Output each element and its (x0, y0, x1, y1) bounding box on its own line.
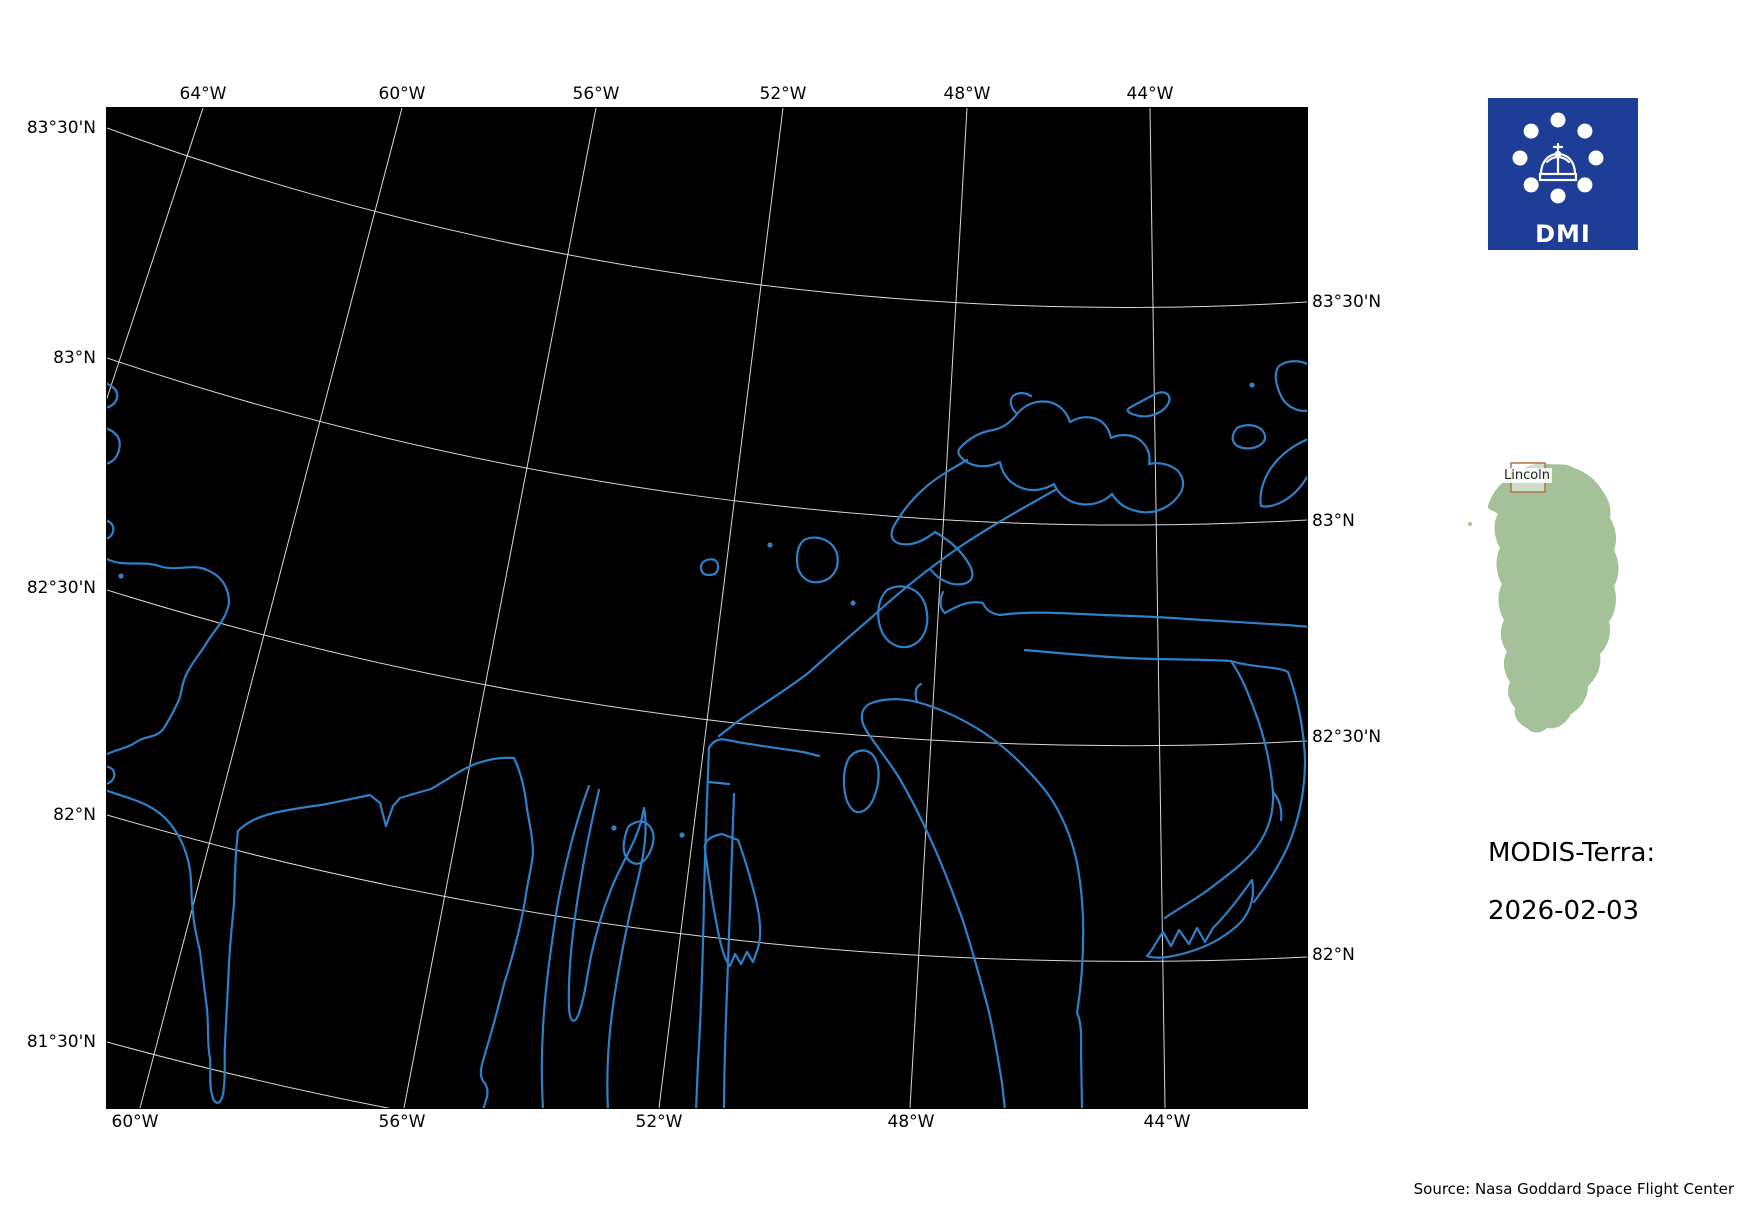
product-date: 2026-02-03 (1488, 896, 1640, 926)
meridian-line (107, 108, 204, 400)
parallel-line (107, 589, 1307, 747)
greenland-overview-inset: Lincoln (1466, 460, 1631, 738)
lat-tick-right: 82°30'N (1312, 727, 1382, 747)
logo-dot (1523, 177, 1539, 193)
parallel-line (107, 814, 1307, 962)
product-caption: MODIS-Terra: 2026-02-03 (1488, 838, 1655, 926)
logo-dot (1550, 188, 1566, 204)
dmi-logo: DMI (1488, 98, 1638, 250)
coastline-path (107, 765, 116, 785)
coastline-path (890, 458, 974, 586)
coastline-path (1231, 424, 1267, 450)
meridian-line (658, 108, 784, 1108)
meridian-line (909, 108, 968, 1108)
lon-tick-top: 52°W (759, 84, 807, 104)
lon-tick-bottom: 56°W (378, 1112, 426, 1132)
islet-dot (611, 825, 617, 831)
logo-dot (1588, 150, 1604, 166)
coastline-path (860, 698, 1006, 1108)
lon-tick-top: 48°W (943, 84, 991, 104)
lat-tick-right: 83°30'N (1312, 292, 1382, 312)
lat-tick-right: 82°N (1312, 945, 1355, 965)
lon-tick-bottom: 60°W (111, 1112, 159, 1132)
coastline-path (842, 749, 880, 814)
coastline-path (1023, 648, 1275, 920)
lon-tick-bottom: 48°W (887, 1112, 935, 1132)
lat-tick-left: 82°N (53, 805, 96, 825)
coastline-path (1009, 391, 1033, 416)
logo-dot (1577, 123, 1593, 139)
coastline-path (915, 700, 1085, 1108)
coastline-path (540, 784, 591, 1108)
lat-tick-right: 83°N (1312, 511, 1355, 531)
coastline-path (1259, 438, 1307, 508)
lon-tick-top: 64°W (179, 84, 227, 104)
lon-tick-top: 60°W (378, 84, 426, 104)
islet-dot (679, 832, 685, 838)
islet-dot (1249, 382, 1255, 388)
logo-dot (1577, 177, 1593, 193)
coastline-path (1229, 659, 1307, 904)
coastline-path (107, 756, 535, 1108)
parallel-line (107, 357, 1307, 526)
lon-tick-bottom: 44°W (1143, 1112, 1191, 1132)
graticule-grid (107, 108, 1307, 1108)
coastline-path (1274, 360, 1307, 412)
coastline-path (717, 488, 1057, 738)
lon-tick-top: 44°W (1126, 84, 1174, 104)
coastline-path (1145, 878, 1255, 959)
coastline-path (699, 558, 720, 577)
coastline-path (606, 806, 647, 1108)
greenland-map (1468, 462, 1619, 733)
coastline-path (107, 557, 231, 756)
logo-dot (1512, 150, 1528, 166)
satellite-map-canvas (106, 107, 1308, 1109)
coastline-path (1126, 391, 1171, 418)
coastline-path (795, 536, 839, 584)
coastline-path (722, 792, 736, 1108)
islet-dot (118, 573, 124, 579)
greenland-silhouette (1487, 463, 1619, 733)
dmi-logo-mark (1512, 112, 1604, 204)
coastline-path (939, 590, 1307, 628)
source-credit: Source: Nasa Goddard Space Flight Center (1413, 1180, 1734, 1198)
lat-tick-left: 82°30'N (26, 578, 96, 598)
lat-tick-left: 83°N (53, 348, 96, 368)
region-label: Lincoln (1501, 468, 1553, 483)
lat-tick-left: 81°30'N (26, 1032, 96, 1052)
logo-dot (1550, 112, 1566, 128)
meridian-line (1149, 108, 1166, 1108)
meridian-line (139, 108, 403, 1108)
coastline-path (107, 519, 115, 540)
parallel-line (107, 127, 1307, 308)
coastline-path (877, 585, 929, 649)
coastline-path (914, 682, 923, 704)
lon-tick-bottom: 52°W (635, 1112, 683, 1132)
coastline-layer (107, 360, 1307, 1108)
crown-icon (1538, 142, 1578, 182)
coastline-path (707, 738, 821, 758)
dmi-logo-label: DMI (1535, 220, 1591, 248)
coastline-path (957, 400, 1185, 514)
logo-dot-ring (1512, 112, 1604, 204)
coastline-path (622, 820, 655, 865)
product-title: MODIS-Terra: (1488, 838, 1656, 868)
coastline-path (707, 780, 731, 786)
parallel-line (107, 1041, 391, 1108)
coastline-path (694, 746, 711, 1108)
coastline-path (107, 382, 119, 409)
coastline-path (107, 427, 121, 465)
coastline-path (567, 788, 646, 1022)
lon-tick-top: 56°W (572, 84, 620, 104)
islet-dot (767, 542, 773, 548)
lat-tick-left: 83°30'N (26, 118, 96, 138)
meridian-line (403, 108, 597, 1108)
west-islet (1468, 522, 1472, 526)
logo-dot (1523, 123, 1539, 139)
islet-dot (850, 600, 856, 606)
coastline-path (1271, 790, 1283, 822)
coastline-path (703, 832, 762, 968)
